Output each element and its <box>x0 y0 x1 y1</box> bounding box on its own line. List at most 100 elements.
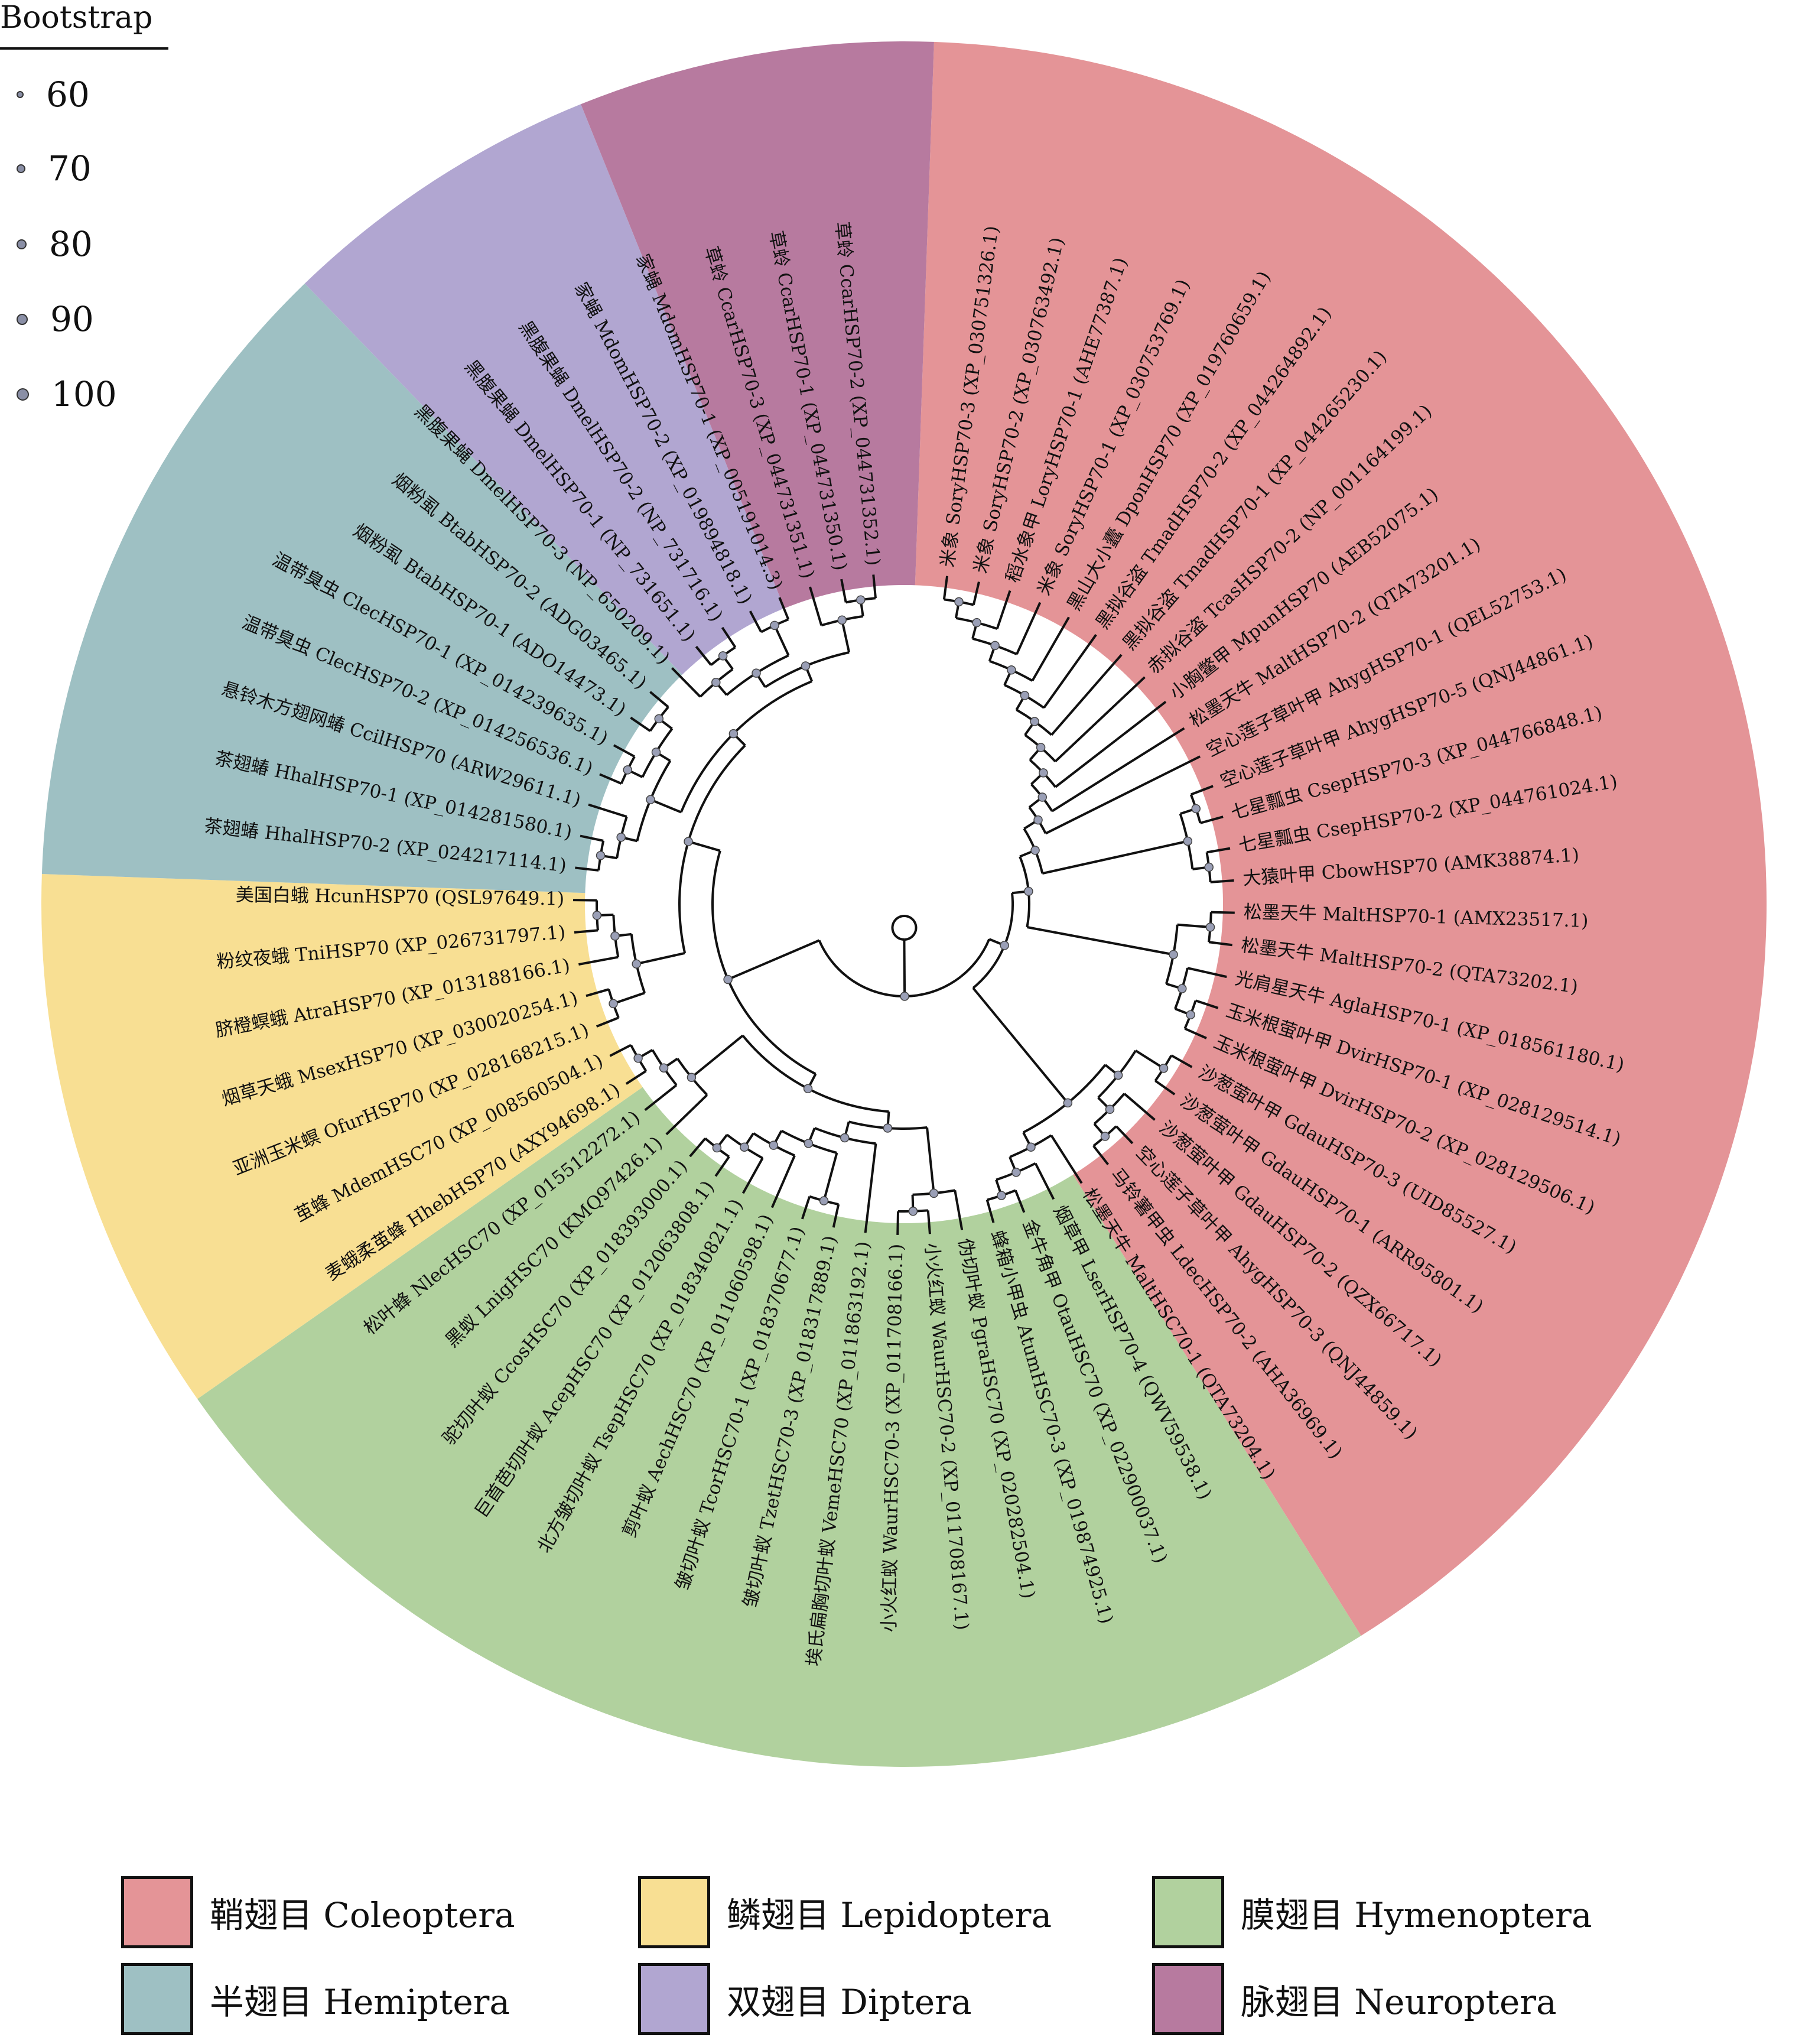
inner-white-disc <box>585 585 1223 1223</box>
branch-line <box>954 1190 964 1230</box>
bootstrap-node-dot <box>1169 950 1178 960</box>
bootstrap-node-dot <box>723 974 733 984</box>
legend-hemiptera: 半翅目 Hemiptera <box>121 1963 510 2035</box>
bootstrap-node-dot <box>908 1207 918 1216</box>
branch-line <box>773 625 790 656</box>
bootstrap-node-dot <box>623 765 632 775</box>
sector-1 <box>197 904 1361 1767</box>
bootstrap-node-dot <box>1204 862 1214 872</box>
branch-line <box>1154 1080 1176 1096</box>
bootstrap-node-dot <box>1033 815 1043 825</box>
root-curl <box>891 915 918 941</box>
bootstrap-level-100: 100 <box>17 374 117 414</box>
bootstrap-node-dot <box>711 678 721 687</box>
bootstrap-node-dot <box>1030 846 1040 855</box>
bootstrap-dot-icon <box>17 164 25 173</box>
legend-swatch <box>1152 1963 1224 2035</box>
legend-hymenoptera: 膜翅目 Hymenoptera <box>1152 1876 1592 1948</box>
bootstrap-node-dot <box>610 931 620 941</box>
branch-line <box>1191 785 1214 796</box>
bootstrap-node-dot <box>718 651 728 661</box>
branch-line <box>714 1156 730 1177</box>
bootstrap-node-dot <box>1007 665 1016 675</box>
branch-line <box>630 716 651 732</box>
branch-line <box>1034 1162 1055 1200</box>
branch-line <box>1206 847 1231 854</box>
bootstrap-dots <box>592 595 1215 1216</box>
branch-line <box>609 1044 632 1057</box>
branch-line <box>625 1070 647 1085</box>
branch-line <box>1050 1135 1083 1184</box>
branch-line <box>749 610 763 633</box>
branch-line <box>996 590 1011 629</box>
branch-line <box>1123 1093 1156 1121</box>
bootstrap-node-dot <box>837 615 847 625</box>
bootstrap-node-dot <box>609 999 618 1009</box>
bootstrap-node-dot <box>770 620 779 631</box>
legend-swatch <box>1152 1876 1224 1948</box>
bootstrap-node-dot <box>1159 1064 1169 1073</box>
bootstrap-node-dot <box>1205 922 1215 932</box>
bootstrap-node-dot <box>1186 1010 1195 1019</box>
branch-line <box>864 1143 877 1233</box>
branch-line <box>691 1034 744 1078</box>
bootstrap-node-dot <box>929 1188 939 1198</box>
bootstrap-level-80: 80 <box>17 224 93 264</box>
bootstrap-node-dot <box>819 1196 829 1205</box>
branch-line <box>695 645 713 666</box>
branch-line <box>1170 1054 1193 1068</box>
bootstrap-node-dot <box>659 1063 669 1073</box>
branch-line <box>574 929 599 934</box>
bootstrap-dot-icon <box>17 239 27 249</box>
branch-line <box>809 586 823 626</box>
branch-line <box>896 1211 900 1235</box>
branch-line <box>689 1138 707 1158</box>
phylogenetic-tree: 米象 SoryHSP70-3 (XP_030751326.1)米象 SoryHS… <box>41 41 1767 1767</box>
bootstrap-node-dot <box>1024 886 1033 896</box>
bootstrap-node-dot <box>1039 768 1048 778</box>
branch-line <box>1027 926 1174 956</box>
bootstrap-node-dot <box>856 595 866 605</box>
bootstrap-node-dot <box>651 748 661 757</box>
branch-line <box>721 626 737 648</box>
bootstrap-node-dot <box>997 1191 1006 1200</box>
bootstrap-node-dot <box>1100 1132 1110 1141</box>
branch-line <box>596 1016 619 1028</box>
legend-swatch <box>638 1876 710 1948</box>
branch-line <box>1187 967 1227 979</box>
branch-line <box>972 987 1069 1104</box>
bootstrap-node-dot <box>1026 1142 1036 1152</box>
branch-line <box>1045 755 1201 835</box>
branch-line <box>613 992 645 1005</box>
branch-line <box>688 840 721 852</box>
branch-line <box>575 866 599 872</box>
branch-line <box>665 1094 708 1136</box>
branch-line <box>613 744 635 758</box>
bootstrap-node-dot <box>646 795 655 804</box>
bootstrap-node-dot <box>900 992 909 1001</box>
branch-line <box>1210 879 1234 883</box>
branch-line <box>972 581 980 605</box>
branch-line <box>1055 700 1167 788</box>
branch-line <box>727 939 820 981</box>
branch-line <box>872 574 877 599</box>
branch-line <box>580 834 604 842</box>
leaf-label: 美国白蛾 HcunHSP70 (QSL97649.1) <box>236 885 565 910</box>
branch-line <box>588 803 627 818</box>
bootstrap-node-dot <box>1063 1098 1073 1108</box>
bootstrap-node-dot <box>632 959 641 969</box>
bootstrap-title: Bootstrap <box>0 0 153 35</box>
branch-line <box>1031 616 1070 682</box>
bootstrap-node-dot <box>654 714 664 724</box>
branch-line <box>644 1084 678 1112</box>
bootstrap-node-dot <box>801 661 811 671</box>
bootstrap-node-dot <box>728 729 739 739</box>
branch-line <box>1200 815 1224 824</box>
bootstrap-node-dot <box>883 1123 893 1133</box>
branch-line <box>985 1200 995 1223</box>
branch-line <box>840 579 847 603</box>
branch-line <box>599 773 622 785</box>
branch-line <box>801 1196 811 1220</box>
bootstrap-node-dot <box>752 668 761 678</box>
bootstrap-node-dot <box>687 1073 697 1083</box>
